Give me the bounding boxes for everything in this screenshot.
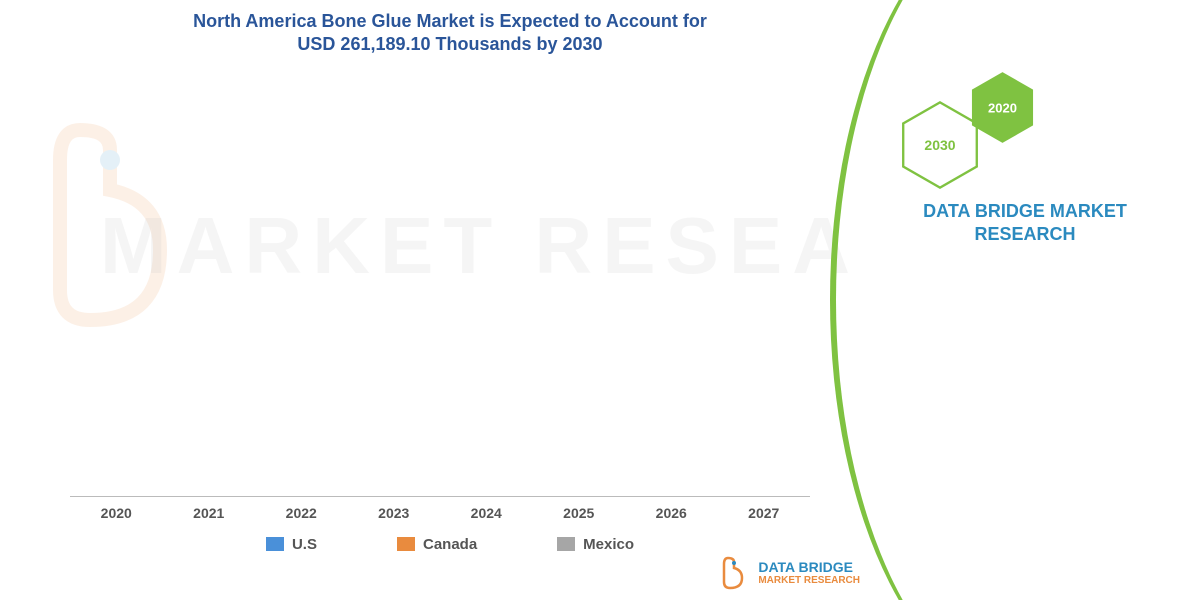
legend-item: Canada xyxy=(397,536,477,553)
footer-brand-2: MARKET RESEARCH xyxy=(758,575,860,586)
hex-small-label: 2020 xyxy=(988,100,1017,115)
by-year-label: By 2030 xyxy=(1110,10,1171,28)
legend-label: U.S xyxy=(292,536,317,553)
x-axis-labels: 2020 2021 2022 2023 2024 2025 2026 2027 xyxy=(70,505,810,521)
legend-item: Mexico xyxy=(557,536,634,553)
x-label: 2025 xyxy=(551,505,606,521)
curve-decoration xyxy=(790,0,910,600)
legend-label: Mexico xyxy=(583,536,634,553)
x-label: 2027 xyxy=(736,505,791,521)
hex-big: 2030 xyxy=(900,100,980,190)
brand-text: DATA BRIDGE MARKET RESEARCH xyxy=(850,200,1200,247)
title-line-1: North America Bone Glue Market is Expect… xyxy=(70,10,830,33)
hex-small: 2020 xyxy=(970,70,1035,145)
chart-title: North America Bone Glue Market is Expect… xyxy=(70,10,830,57)
footer-brand-1: DATA BRIDGE xyxy=(758,559,860,575)
footer-logo: DATA BRIDGE MARKET RESEARCH xyxy=(722,554,860,590)
x-label: 2021 xyxy=(181,505,236,521)
x-label: 2022 xyxy=(274,505,329,521)
legend-swatch xyxy=(557,537,575,551)
legend-swatch xyxy=(266,537,284,551)
footer-logo-icon xyxy=(722,554,752,590)
legend-label: Canada xyxy=(423,536,477,553)
chart-legend: U.S Canada Mexico xyxy=(70,536,830,553)
footer-logo-text: DATA BRIDGE MARKET RESEARCH xyxy=(758,559,860,586)
brand-line-2: RESEARCH xyxy=(850,223,1200,246)
brand-line-1: DATA BRIDGE MARKET xyxy=(850,200,1200,223)
x-label: 2020 xyxy=(89,505,144,521)
right-panel: By 2030 2030 2020 DATA BRIDGE MARKET RES… xyxy=(850,0,1200,600)
x-label: 2023 xyxy=(366,505,421,521)
x-label: 2024 xyxy=(459,505,514,521)
bars-container xyxy=(70,67,810,497)
title-line-2: USD 261,189.10 Thousands by 2030 xyxy=(70,33,830,56)
x-label: 2026 xyxy=(644,505,699,521)
legend-swatch xyxy=(397,537,415,551)
legend-item: U.S xyxy=(266,536,317,553)
stacked-bar-chart xyxy=(70,67,810,497)
hex-big-label: 2030 xyxy=(924,137,955,153)
